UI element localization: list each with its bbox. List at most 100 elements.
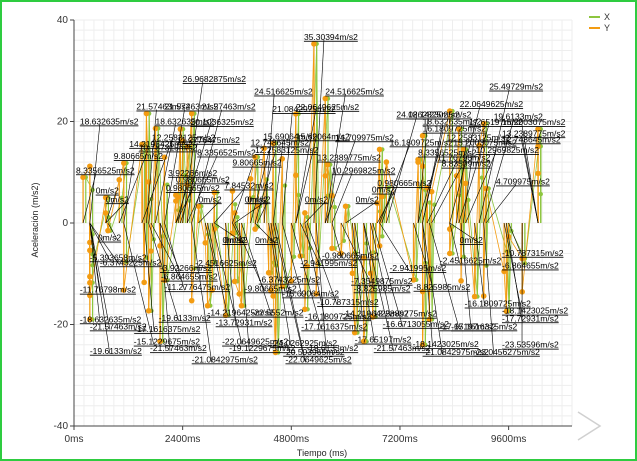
annotation-label: 0m/s2 bbox=[247, 194, 270, 204]
annotation-label: 9.80665m/s2 bbox=[232, 158, 281, 168]
series-y-segment bbox=[304, 266, 308, 310]
annotation-label: 26.9682875m/s2 bbox=[183, 74, 247, 84]
annotation-label: -3.92266m/s2 bbox=[160, 263, 212, 273]
annotation-label: 10.2969825m/s2 bbox=[476, 145, 540, 155]
annotation-leader bbox=[89, 222, 111, 330]
annotation-label: 17.65197m/s2 bbox=[469, 117, 523, 127]
annotation-label: -17.1616375m/s2 bbox=[301, 321, 367, 331]
annotation-leader bbox=[155, 124, 176, 224]
annotation-label: 20.1036325m/s2 bbox=[190, 117, 254, 127]
series-y-segment bbox=[225, 191, 233, 316]
series-y-segment bbox=[306, 43, 315, 267]
series-y-segment bbox=[191, 206, 199, 301]
annotation-label: -16.1809725m/s2 bbox=[305, 311, 371, 321]
annotation-leader bbox=[281, 111, 293, 224]
series-y-point bbox=[480, 293, 487, 299]
annotation-label: 0m/s2 bbox=[96, 186, 119, 196]
series-y-point bbox=[471, 293, 478, 300]
series-y-segment bbox=[363, 273, 371, 342]
annotation-label: 16.1809725m/s2 bbox=[390, 137, 454, 147]
series-y-segment bbox=[275, 158, 283, 353]
series-x-segment bbox=[508, 230, 512, 312]
series-y-segment bbox=[508, 236, 523, 259]
series-y-segment bbox=[379, 196, 383, 246]
series-y-segment bbox=[340, 206, 347, 254]
legend-label-y: Y bbox=[604, 23, 610, 33]
annotation-label: -18.632635m/s2 bbox=[80, 314, 142, 324]
annotation-label: -2.4516625m/s2 bbox=[440, 255, 502, 265]
series-x-segment bbox=[157, 128, 164, 237]
annotation-leader bbox=[89, 222, 111, 261]
annotation-leader bbox=[164, 222, 185, 291]
annotation-leader bbox=[257, 202, 268, 224]
series-y-segment bbox=[241, 178, 251, 306]
annotation-label: 16.1809725m/s2 bbox=[423, 124, 487, 134]
annotation-label: -17.72931m/s2 bbox=[502, 313, 559, 323]
annotation-label: 18.632635m/s2 bbox=[423, 116, 482, 126]
series-y-segment bbox=[474, 145, 480, 297]
series-y-segment bbox=[295, 175, 301, 257]
annotation-label: 0m/s2 bbox=[224, 235, 247, 245]
series-y-segment bbox=[521, 129, 539, 292]
series-y-segment bbox=[483, 188, 487, 297]
annotation-leader bbox=[340, 222, 372, 284]
series-y-segment bbox=[465, 183, 476, 297]
annotation-leader bbox=[191, 222, 213, 363]
annotation-label: -19.6133m/s2 bbox=[90, 346, 142, 356]
annotation-label: -17.65197m/s2 bbox=[355, 335, 412, 345]
annotation-label: -11.76798m/s2 bbox=[80, 285, 136, 295]
annotation-label: 0.980665m/s2 bbox=[377, 178, 431, 188]
series-y-segment bbox=[456, 129, 460, 176]
annotation-leader bbox=[232, 165, 253, 224]
annotation-leader bbox=[315, 222, 327, 352]
series-y-segment bbox=[118, 163, 125, 180]
series-y-segment bbox=[143, 113, 147, 283]
series-x-segment bbox=[347, 206, 356, 253]
series-y-segment bbox=[449, 175, 457, 254]
annotation-label: 0m/s2 bbox=[245, 194, 268, 204]
annotation-label: 8.3356525m/s2 bbox=[418, 148, 477, 158]
series-y-segment bbox=[250, 156, 256, 179]
series-x-segment bbox=[257, 206, 261, 227]
series-y-segment bbox=[327, 164, 333, 196]
series-x-segment bbox=[318, 98, 329, 265]
series-x-segment bbox=[343, 206, 349, 241]
annotation-label: -22.0649625m/s2 bbox=[222, 337, 288, 347]
annotation-leader bbox=[123, 222, 155, 345]
series-y-segment bbox=[315, 98, 326, 294]
annotation-leader bbox=[241, 222, 272, 316]
series-x-segment bbox=[85, 177, 93, 191]
series-y-segment bbox=[213, 229, 227, 316]
annotation-label: 12.2583125m/s2 bbox=[152, 132, 216, 142]
annotation-leader bbox=[429, 222, 460, 330]
annotation-leader bbox=[458, 125, 490, 224]
annotation-leader bbox=[164, 109, 185, 224]
series-x-segment bbox=[327, 164, 331, 196]
annotation-label: 0.980665m/s2 bbox=[176, 174, 230, 184]
scroll-arrow-icon[interactable] bbox=[577, 411, 602, 441]
annotation-leader bbox=[426, 160, 458, 224]
annotation-label: -22.5552m/s2 bbox=[252, 308, 304, 318]
series-y-point bbox=[238, 302, 245, 309]
annotation-label: -2.4516625m/s2 bbox=[195, 258, 257, 268]
annotation-label: -9.80665m/s2 bbox=[245, 283, 297, 293]
annotation-label: -6.3743225m/s2 bbox=[259, 275, 321, 285]
annotation-leader bbox=[300, 222, 321, 267]
annotation-leader bbox=[225, 222, 236, 326]
annotation-label: 35.30394m/s2 bbox=[304, 32, 358, 42]
annotation-label: -8.825985m/s2 bbox=[414, 282, 471, 292]
annotation-label: -10.787315m/s2 bbox=[502, 248, 564, 258]
annotation-label: -19.6133m/s2 bbox=[306, 343, 358, 353]
annotation-leader bbox=[105, 202, 126, 224]
series-y-segment bbox=[148, 250, 152, 311]
annotation-label: 12.2583125m/s2 bbox=[255, 145, 319, 155]
series-y-segment bbox=[431, 110, 451, 192]
series-y-point bbox=[188, 110, 195, 117]
annotation-leader bbox=[422, 131, 443, 224]
annotation-leader bbox=[363, 222, 375, 292]
series-x-segment bbox=[207, 234, 211, 306]
annotation-label: -21.57463m/s2 bbox=[374, 343, 431, 353]
series-y-segment bbox=[372, 203, 378, 317]
tick-labels: -40 -20 0 20 40 0ms 2400ms 4800ms 7200ms 9600ms bbox=[54, 15, 527, 445]
annotation-label: 14.2196425m/s2 bbox=[129, 139, 193, 149]
